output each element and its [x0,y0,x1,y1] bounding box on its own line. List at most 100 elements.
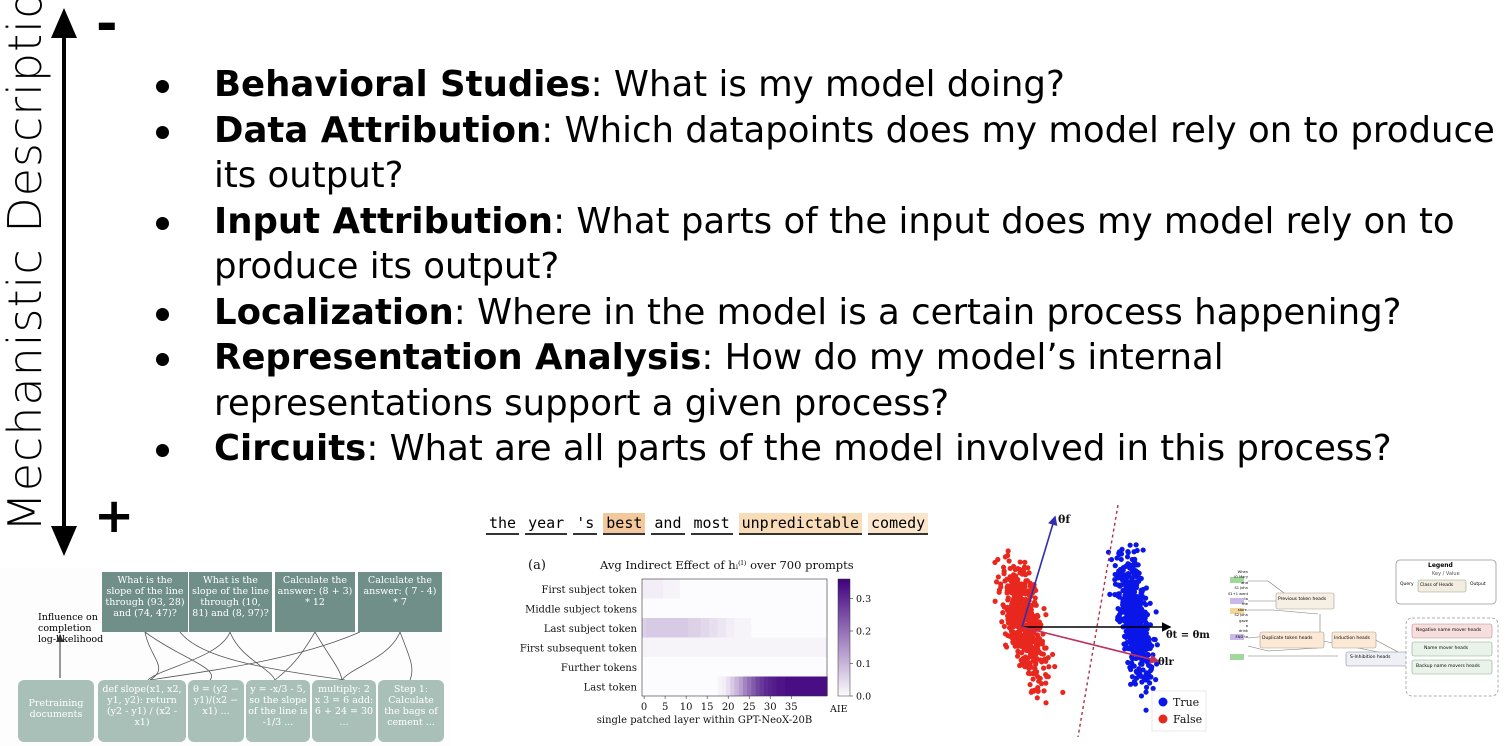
scatter-point [1118,551,1125,557]
heatmap-cell [696,618,702,638]
scatter-point [1024,616,1031,622]
heatmap-cell [717,598,723,618]
scatter-point [1128,566,1134,572]
scatter-point [995,574,1001,580]
heatmap-cell [751,598,757,618]
scatter-point [1140,547,1146,553]
scatter-point [1035,619,1041,625]
scatter-point [1120,602,1126,608]
head-label: S-Inhibition heads [1350,655,1391,660]
heatmap-cell [742,579,748,599]
scatter-point [1042,657,1048,664]
scatter-point [1007,574,1013,580]
heatmap-cell [705,618,710,638]
scatter-point [1015,629,1021,636]
scatter-point [1139,679,1145,685]
heatmap-cell [751,657,757,677]
heatmap-cell [759,579,765,599]
heatmap-cell [667,637,673,657]
theta-f-vector [1021,515,1058,628]
question-box: Calculate the answer: ( 7 - 4) * 7 [358,572,442,632]
heatmap-cell [705,579,710,599]
scatter-point [1128,666,1134,673]
scatter-point [1133,585,1140,591]
heatmap-cell [742,676,748,696]
scatter-point [1132,681,1139,687]
scatter-point [1022,629,1029,635]
token: most [690,513,733,535]
minus-sign: - [96,0,118,54]
influence-connectors [56,631,413,681]
heatmap-cell [688,598,694,618]
heatmap-cell [747,579,752,599]
scatter-point [1129,585,1135,591]
heatmap-cell [692,637,698,657]
heatmap-cell [751,637,757,657]
head-label: Previous token heads [1278,597,1327,602]
heatmap-cell [684,579,689,599]
scatter-point [1124,554,1131,560]
heatmap-cell [738,676,744,696]
heatmap-cell [658,579,664,599]
heatmap-cell [679,676,685,696]
colorbar-tick-label: 0.1 [856,659,871,670]
heatmap-cell [671,618,677,638]
token: and [651,513,685,535]
bullet-term: Behavioral Studies [214,64,591,105]
heatmap-cell [755,598,761,618]
heatmap-cell [696,598,702,618]
heatmap-cell [730,598,736,618]
heatmap-cell [784,637,790,657]
heatmap-cell [721,637,727,657]
heatmap-cell [642,676,647,696]
colorbar-label: AIE [829,704,848,715]
scatter-point [1123,589,1129,595]
scatter-point [1129,556,1135,563]
heatmap-cell [797,676,803,696]
x-tick-label: 30 [764,702,777,713]
scatter-point [1118,556,1124,563]
heatmap-cell [797,598,803,618]
scatter-point [1027,607,1033,613]
heatmap-cell [738,618,744,638]
heatmap-cell [734,618,740,638]
x-tick-label: 25 [743,702,756,713]
heatmap-cell [675,579,681,599]
scatter-point [1000,610,1006,616]
x-tick-label: 35 [785,702,798,713]
heatmap-cell [734,637,740,657]
scatter-point [1043,680,1049,686]
scatter-point [1035,613,1041,620]
heatmap-cell [805,618,811,638]
heatmap-title: Avg Indirect Effect of hᵢ⁽ˡ⁾ over 700 pr… [599,558,854,572]
heatmap-cell [789,598,794,618]
heatmap-cell [747,676,752,696]
heatmap-cell [679,618,685,638]
heatmap-cell [793,598,799,618]
heatmap-cell [700,657,706,677]
scatter-point [1143,689,1149,695]
heatmap-cell [730,618,736,638]
scatter-point [1133,638,1139,644]
token-row: the year's best and most unpredictable comedy [486,513,934,535]
heatmap-cell [692,598,698,618]
bullet-term: Representation Analysis [214,337,702,378]
heatmap-cell [755,618,761,638]
x-tick-label: 0 [641,702,647,713]
heatmap-cell [797,618,803,638]
heatmap-cell [675,598,681,618]
heatmap-cell [780,637,786,657]
scatter-point [1025,647,1031,653]
heatmap-cell [667,598,673,618]
heatmap-cell [721,657,727,677]
legend-sub: Key / Value [1432,571,1460,577]
heatmap-cell [713,579,719,599]
heatmap-cell [755,637,761,657]
heatmap-cell [650,637,656,657]
heatmap-cell [654,618,660,638]
scatter-point [1123,575,1129,581]
heatmap-cell [793,579,799,599]
scatter-point [1133,542,1139,548]
vector-label: θt = θmm [1166,630,1210,641]
scatter-point [1032,654,1038,660]
